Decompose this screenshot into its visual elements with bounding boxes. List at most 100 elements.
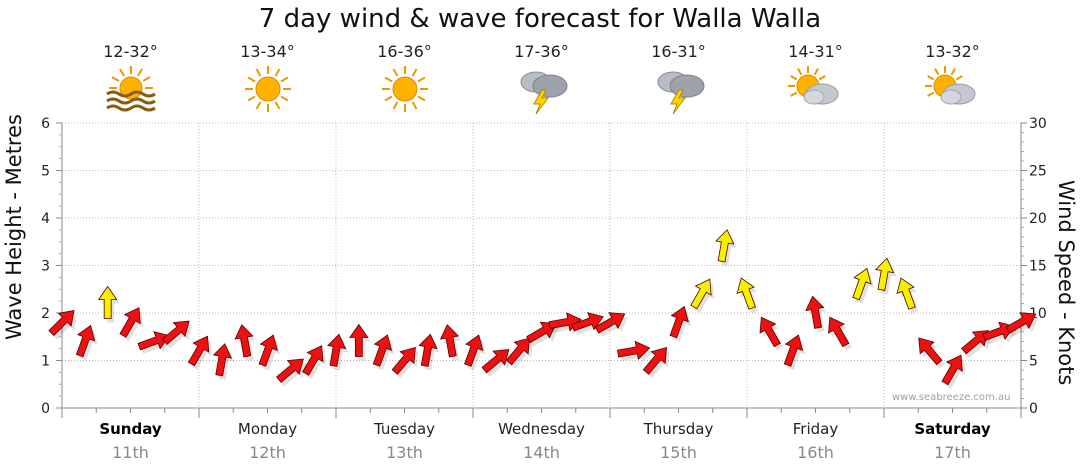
right-tick-label: 30 xyxy=(1029,116,1047,132)
day-label: Monday 12th xyxy=(200,420,336,462)
partly-cloudy-icon xyxy=(898,64,1008,114)
wind-arrow xyxy=(736,277,756,310)
wind-arrow xyxy=(349,323,369,357)
chart-title: 7 day wind & wave forecast for Walla Wal… xyxy=(258,4,822,34)
wind-arrow xyxy=(48,309,75,337)
wind-arrow xyxy=(276,358,304,383)
sun-haze-icon xyxy=(76,64,186,114)
day-date: 12th xyxy=(249,443,286,462)
day-date: 13th xyxy=(386,443,423,462)
sun-icon xyxy=(350,64,460,114)
left-axis-label: Wave Height - Metres xyxy=(2,114,26,340)
wind-arrow xyxy=(302,345,324,376)
wind-arrow xyxy=(439,324,460,358)
wind-arrow xyxy=(896,277,916,310)
temperature-range: 14-31° xyxy=(788,42,843,61)
forecast-day: 17-36° xyxy=(487,40,597,114)
day-name: Thursday xyxy=(643,420,714,438)
day-label: Tuesday 13th xyxy=(337,420,473,462)
wind-arrow xyxy=(690,278,712,310)
wind-arrow xyxy=(119,307,141,338)
temperature-range: 13-34° xyxy=(240,42,295,61)
wind-arrow xyxy=(75,324,96,358)
wind-arrow xyxy=(918,337,943,366)
temperature-range: 13-32° xyxy=(925,42,980,61)
day-label: Sunday 11th xyxy=(63,420,199,462)
forecast-day: 13-32° xyxy=(898,40,1008,114)
wind-arrow xyxy=(759,316,781,348)
day-date: 17th xyxy=(934,443,971,462)
wind-arrow xyxy=(961,330,989,355)
wind-arrow xyxy=(187,335,210,367)
forecast-day: 13-34° xyxy=(213,40,323,114)
day-date: 14th xyxy=(523,443,560,462)
wind-arrow xyxy=(418,333,438,367)
wind-arrow xyxy=(258,334,278,367)
day-name: Wednesday xyxy=(498,420,585,438)
temperature-range: 16-31° xyxy=(651,42,706,61)
day-name: Monday xyxy=(237,420,298,438)
wind-arrow xyxy=(875,257,895,291)
wind-arrow xyxy=(391,346,416,375)
left-tick-label: 1 xyxy=(41,354,50,370)
day-label: Friday 16th xyxy=(748,420,884,462)
day-name: Friday xyxy=(792,420,839,438)
right-tick-label: 25 xyxy=(1029,164,1047,180)
wind-arrow xyxy=(852,267,872,301)
temperature-range: 17-36° xyxy=(514,42,569,61)
wind-arrow xyxy=(828,316,850,348)
left-tick-label: 0 xyxy=(41,401,50,417)
wind-arrow xyxy=(161,320,190,345)
day-name: Tuesday xyxy=(373,420,436,438)
wind-arrow xyxy=(137,331,170,351)
day-label: Wednesday 14th xyxy=(474,420,610,462)
left-tick-label: 3 xyxy=(41,259,50,275)
forecast-day: 16-31° xyxy=(624,40,734,114)
wind-arrow xyxy=(505,337,531,366)
wind-arrow xyxy=(594,312,626,334)
wind-arrow xyxy=(464,334,484,367)
wind-arrow xyxy=(616,340,651,360)
storm-icon xyxy=(624,64,734,114)
wind-arrow xyxy=(642,346,668,375)
right-tick-label: 0 xyxy=(1029,401,1038,417)
wind-arrow xyxy=(1005,312,1037,334)
left-tick-label: 6 xyxy=(41,116,50,132)
temperature-range: 12-32° xyxy=(103,42,158,61)
wind-arrow xyxy=(481,349,510,374)
day-label: Saturday 17th xyxy=(885,420,1021,462)
forecast-day: 16-36° xyxy=(350,40,460,114)
wind-arrow xyxy=(234,324,254,358)
forecast-day: 12-32° xyxy=(76,40,186,114)
sun-icon xyxy=(213,64,323,114)
left-tick-label: 2 xyxy=(41,306,50,322)
plot-area xyxy=(62,123,1021,408)
forecast-day: 14-31° xyxy=(761,40,871,114)
left-tick-label: 4 xyxy=(41,211,50,227)
partly-cloudy-icon xyxy=(761,64,871,114)
wind-arrow xyxy=(327,333,347,367)
wind-arrow xyxy=(97,285,118,319)
wind-arrow xyxy=(941,354,963,386)
right-tick-label: 15 xyxy=(1029,259,1047,275)
wind-arrow xyxy=(715,229,735,263)
day-label: Thursday 15th xyxy=(611,420,747,462)
storm-icon xyxy=(487,64,597,114)
day-date: 16th xyxy=(797,443,834,462)
right-axis-label: Wind Speed - Knots xyxy=(1054,180,1078,386)
wind-arrow xyxy=(783,334,804,367)
wind-arrow xyxy=(526,321,557,344)
wind-arrow xyxy=(571,312,604,332)
left-tick-label: 5 xyxy=(41,164,50,180)
day-date: 15th xyxy=(660,443,697,462)
wind-arrow xyxy=(805,295,825,329)
wind-arrow xyxy=(669,305,689,339)
right-tick-label: 5 xyxy=(1029,354,1038,370)
right-tick-label: 20 xyxy=(1029,211,1047,227)
day-name: Sunday xyxy=(99,420,162,438)
wind-arrow xyxy=(372,334,393,367)
wind-arrow xyxy=(212,343,233,377)
watermark: www.seabreeze.com.au xyxy=(892,392,1011,403)
day-name: Saturday xyxy=(914,420,991,438)
